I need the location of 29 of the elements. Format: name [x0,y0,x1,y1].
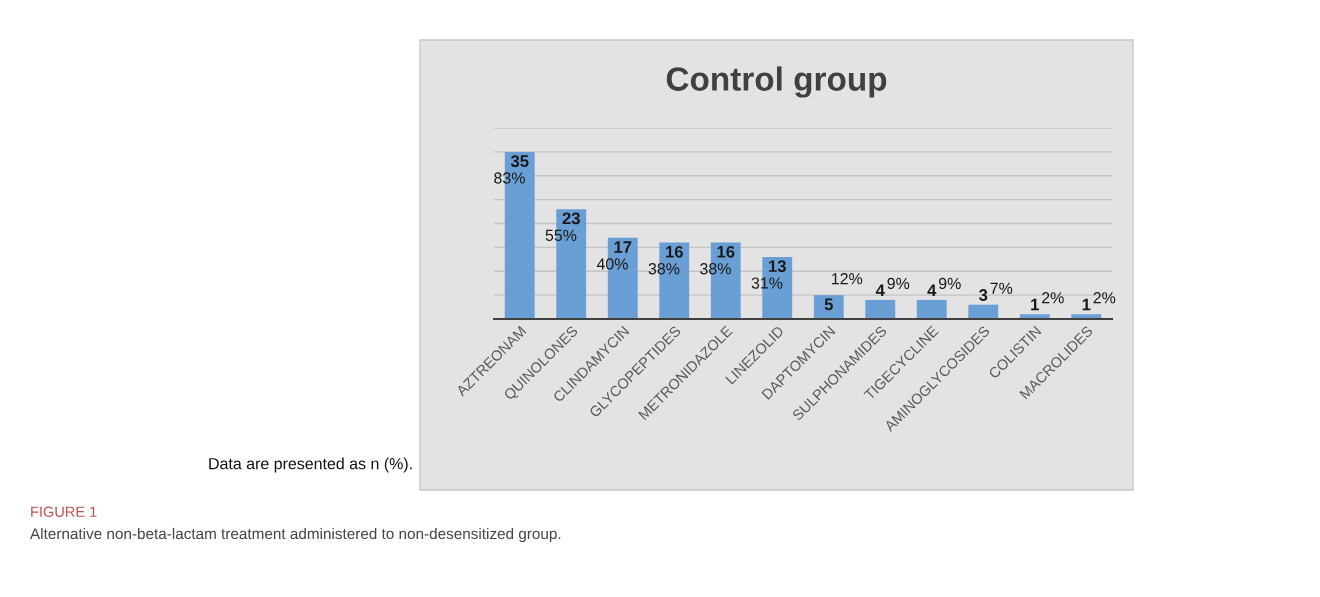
annotation: 2% [1042,292,1064,304]
bar [916,299,947,319]
text: Data are presented as n (%). [209,457,412,473]
data-label: 3 [979,289,988,301]
data-label: 1 [1031,298,1039,311]
data-label: 16 [666,245,683,258]
data-label: 17 [614,241,632,253]
data-label: 23 [562,212,580,225]
annotation: 12% [832,273,863,285]
data-label: 4 [875,284,885,296]
text: Alternative non-beta-lactam treatment administered to non-desensitized group. [30,527,561,543]
annotation: 38% [648,263,680,275]
bar [813,295,844,319]
bar [968,304,999,319]
data-label: 5 [824,298,833,311]
data-label: 16 [717,245,735,258]
annotation: 83% [494,172,525,184]
annotation: 9% [887,277,910,290]
data-label: 35 [510,155,529,168]
caption: FIGURE 1 [31,506,97,517]
data-label: 13 [769,260,786,273]
annotation: 2% [1093,292,1116,304]
data-label: 4 [927,284,937,296]
annotation: 9% [938,277,961,290]
annotation: 38% [700,263,731,275]
annotation: 7% [990,282,1013,294]
data-label: 1 [1082,298,1091,311]
bar [865,299,896,319]
chart-title: Control group [666,66,887,98]
